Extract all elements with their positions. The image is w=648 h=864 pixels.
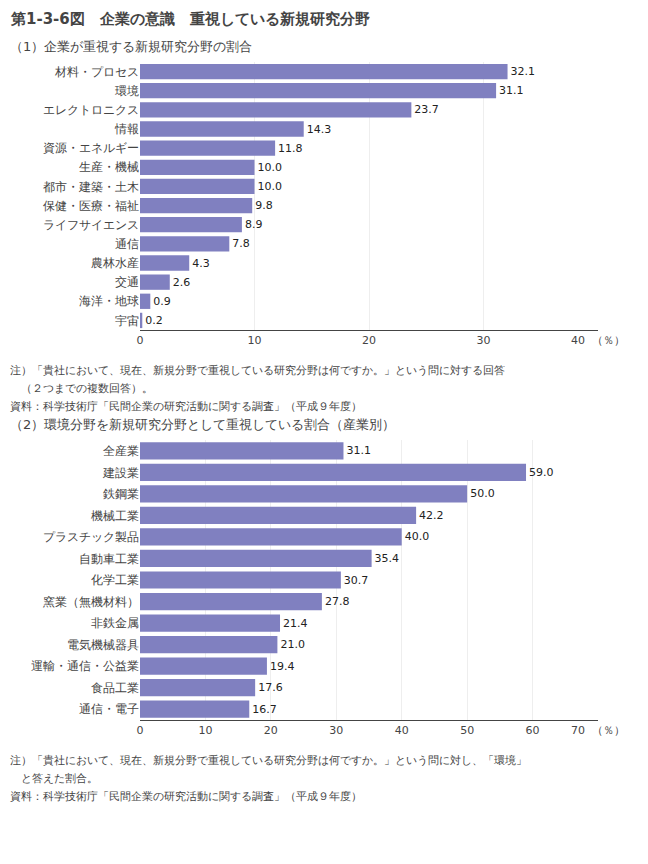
svg-text:19.4: 19.4	[270, 660, 295, 673]
svg-text:電気機械器具: 電気機械器具	[67, 638, 139, 652]
svg-text:16.7: 16.7	[252, 703, 277, 716]
svg-text:59.0: 59.0	[529, 466, 554, 479]
svg-text:50: 50	[460, 724, 474, 737]
svg-text:交通: 交通	[115, 275, 139, 289]
svg-text:20: 20	[264, 724, 278, 737]
svg-text:食品工業: 食品工業	[91, 681, 139, 695]
svg-text:通信・電子: 通信・電子	[79, 702, 139, 716]
svg-text:ライフサイエンス: ライフサイエンス	[43, 218, 139, 232]
svg-text:30: 30	[329, 724, 343, 737]
svg-text:60: 60	[526, 724, 540, 737]
svg-text:30.7: 30.7	[344, 574, 369, 587]
svg-text:農林水産: 農林水産	[91, 256, 139, 270]
svg-text:情報: 情報	[114, 122, 139, 136]
svg-text:70 （％）: 70 （％）	[571, 724, 625, 737]
svg-text:21.0: 21.0	[280, 638, 305, 651]
svg-text:通信: 通信	[115, 237, 139, 251]
svg-text:自動車工業: 自動車工業	[79, 552, 139, 566]
svg-text:（２つまでの複数回答）。: （２つまでの複数回答）。	[10, 382, 153, 395]
svg-text:注）「貴社において、現在、新規分野で重視している研究分野は何: 注）「貴社において、現在、新規分野で重視している研究分野は何ですか。」という問に…	[10, 754, 527, 767]
svg-text:32.1: 32.1	[511, 65, 536, 78]
svg-text:資料：科学技術庁「民間企業の研究活動に関する調査」（平成９年: 資料：科学技術庁「民間企業の研究活動に関する調査」（平成９年度）	[10, 400, 362, 413]
svg-text:40 （％）: 40 （％）	[571, 334, 625, 347]
svg-text:第1-3-6図 企業の意識 重視している新規研究分野: 第1-3-6図 企業の意識 重視している新規研究分野	[10, 10, 370, 28]
svg-text:機械工業: 機械工業	[91, 509, 139, 523]
svg-text:17.6: 17.6	[258, 681, 283, 694]
svg-text:海洋・地球: 海洋・地球	[79, 294, 139, 308]
svg-text:42.2: 42.2	[419, 509, 444, 522]
svg-text:鉄鋼業: 鉄鋼業	[103, 487, 139, 501]
svg-text:10.0: 10.0	[258, 180, 283, 193]
svg-text:2.6: 2.6	[173, 276, 191, 289]
svg-text:4.3: 4.3	[192, 257, 210, 270]
svg-text:14.3: 14.3	[307, 123, 332, 136]
svg-text:非鉄金属: 非鉄金属	[91, 616, 139, 630]
svg-text:運輸・通信・公益業: 運輸・通信・公益業	[31, 659, 139, 673]
svg-text:都市・建築・土木: 都市・建築・土木	[43, 180, 139, 194]
svg-text:全産業: 全産業	[103, 444, 139, 458]
svg-text:資料：科学技術庁「民間企業の研究活動に関する調査」（平成９年: 資料：科学技術庁「民間企業の研究活動に関する調査」（平成９年度）	[10, 790, 362, 803]
svg-text:27.8: 27.8	[325, 595, 350, 608]
svg-text:30: 30	[477, 334, 491, 347]
svg-text:生産・機械: 生産・機械	[79, 160, 139, 174]
svg-text:21.4: 21.4	[283, 617, 308, 630]
svg-text:31.1: 31.1	[499, 84, 523, 97]
svg-text:材料・プロセス: 材料・プロセス	[54, 65, 139, 79]
svg-text:0: 0	[137, 724, 144, 737]
svg-text:環境: 環境	[115, 84, 139, 98]
svg-text:0: 0	[137, 334, 144, 347]
svg-text:40.0: 40.0	[405, 530, 430, 543]
svg-text:10: 10	[198, 724, 212, 737]
svg-text:化学工業: 化学工業	[91, 573, 139, 587]
svg-text:と答えた割合。: と答えた割合。	[10, 772, 98, 785]
svg-text:（1）企業が重視する新規研究分野の割合: （1）企業が重視する新規研究分野の割合	[10, 39, 252, 54]
svg-text:エレクトロニクス: エレクトロニクス	[43, 103, 139, 117]
svg-text:7.8: 7.8	[232, 237, 250, 250]
svg-text:プラスチック製品: プラスチック製品	[43, 530, 139, 544]
svg-text:9.8: 9.8	[255, 199, 273, 212]
svg-text:保健・医療・福祉: 保健・医療・福祉	[43, 199, 139, 213]
svg-text:20: 20	[362, 334, 376, 347]
svg-text:資源・エネルギー: 資源・エネルギー	[43, 141, 139, 155]
svg-text:40: 40	[395, 724, 409, 737]
svg-text:0.9: 0.9	[153, 295, 171, 308]
svg-text:11.8: 11.8	[278, 142, 303, 155]
svg-text:23.7: 23.7	[414, 103, 439, 116]
svg-text:宇宙: 宇宙	[115, 314, 139, 328]
svg-text:35.4: 35.4	[375, 552, 400, 565]
svg-text:窯業（無機材料）: 窯業（無機材料）	[43, 595, 139, 609]
svg-text:0.2: 0.2	[145, 314, 163, 327]
svg-text:8.9: 8.9	[245, 218, 263, 231]
svg-text:50.0: 50.0	[470, 487, 495, 500]
svg-text:（2）環境分野を新規研究分野として重視している割合（産業別）: （2）環境分野を新規研究分野として重視している割合（産業別）	[10, 417, 395, 432]
svg-text:建設業: 建設業	[102, 466, 139, 480]
svg-text:注）「貴社において、現在、新規分野で重視している研究分野は何: 注）「貴社において、現在、新規分野で重視している研究分野は何ですか。」という問に…	[10, 364, 505, 377]
svg-text:31.1: 31.1	[346, 444, 371, 457]
svg-text:10: 10	[248, 334, 262, 347]
svg-text:10.0: 10.0	[258, 161, 283, 174]
